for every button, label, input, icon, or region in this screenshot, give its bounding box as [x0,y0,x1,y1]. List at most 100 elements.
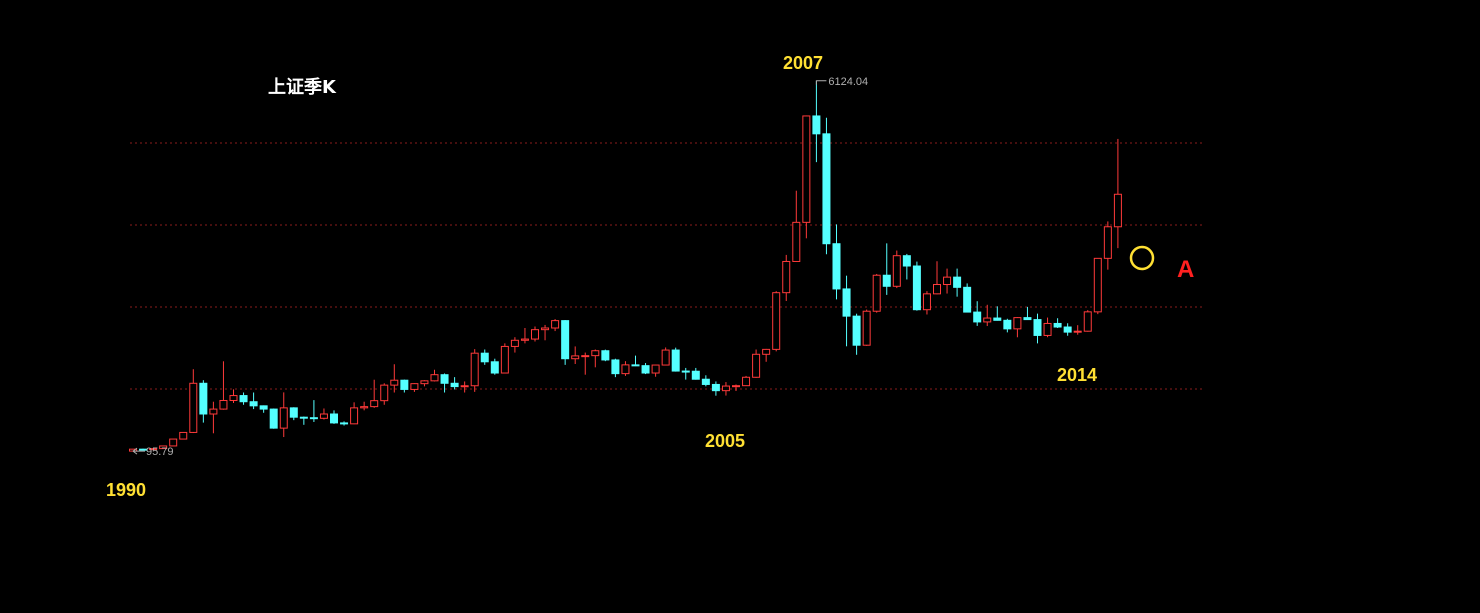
candle-body [772,292,781,350]
candle-body [279,407,288,429]
candle-body [531,329,539,340]
candle-body [671,349,680,372]
candle-body [139,448,148,451]
candle-body [691,370,700,380]
candle-body [892,255,901,287]
candle-body [229,395,238,401]
candle-body [721,385,730,392]
candle-body [219,399,228,410]
candle-body [993,317,1002,321]
candle-body [571,355,580,360]
candle-body [440,374,449,384]
candle-body [370,400,379,408]
candle-body [470,352,479,387]
candle-body [1053,322,1062,328]
candle-body [1093,257,1102,313]
candle-body [510,339,519,347]
candle-body [450,382,459,388]
max-pointer [815,80,827,85]
candle-body [983,317,992,323]
candle-body [621,364,630,375]
candle-body [732,385,740,388]
candle-body [852,315,861,346]
candle-body [581,355,590,358]
candle-body [1023,317,1032,321]
candle-body [912,265,921,311]
candle-body [611,359,620,375]
candle-body [1113,193,1122,228]
candle-body [651,364,660,374]
candle-body [872,274,881,312]
candle-body [400,379,409,390]
candle-body [701,378,710,385]
min-pointer [132,447,145,455]
candle-body [199,382,208,415]
candle-body [551,320,560,329]
candle-body [1073,330,1082,333]
candle-body [249,401,258,407]
candle-body [792,221,801,262]
candle-body [350,407,359,425]
highlight-circle [1129,245,1155,271]
candle-body [420,380,429,385]
candle-body [319,413,328,419]
candle-body [380,384,389,402]
candle-body [1013,317,1022,330]
candle-body [681,370,690,373]
candle-body [822,133,831,245]
candle-body [922,293,931,311]
candle-body [149,448,158,451]
candle-body [601,350,610,361]
candle-body [1083,311,1092,332]
candle-body [390,379,399,386]
candle-body [832,243,841,290]
min-label: 95.79 [146,446,174,458]
candle-body [842,288,851,317]
candle-body [430,374,439,382]
max-label: 6124.04 [828,76,868,88]
candle-body [902,255,911,267]
candle-body [299,416,308,419]
candle-body [812,115,821,135]
candle-body [1033,319,1042,336]
candle-body [882,274,891,287]
candle-body [973,311,982,323]
candle-body [500,345,509,374]
candle-body [460,385,469,388]
chart-title: 上证季K [268,77,337,98]
candle-body [742,376,751,387]
candle-body [631,364,640,367]
candle-body [179,431,188,440]
candle-body [933,284,941,295]
candle-body [711,383,720,392]
candle-body [1103,226,1112,259]
year-label: 2005 [705,431,745,451]
candle-body [541,327,550,331]
candle-body [953,276,962,288]
year-label: 2014 [1057,365,1097,385]
candle-body [309,417,318,420]
candle-body [862,310,871,346]
candle-body [169,438,178,447]
candle-body [340,422,349,425]
candle-body [410,383,419,390]
candle-body [209,408,218,415]
candle-body [360,406,369,409]
candle-body [189,382,198,433]
year-label: 2007 [783,53,823,73]
candle-body [239,395,248,403]
candle-body [1043,322,1052,336]
candle-body [480,352,489,363]
candle-body [752,353,761,378]
marker-label: A [1177,256,1194,283]
candle-body [561,320,570,360]
candle-body [943,276,952,286]
candle-body [520,338,529,341]
candle-body [490,361,499,374]
candle-body [330,413,338,424]
candle-body [762,348,771,355]
candle-body [259,405,268,410]
candle-body [269,408,278,429]
